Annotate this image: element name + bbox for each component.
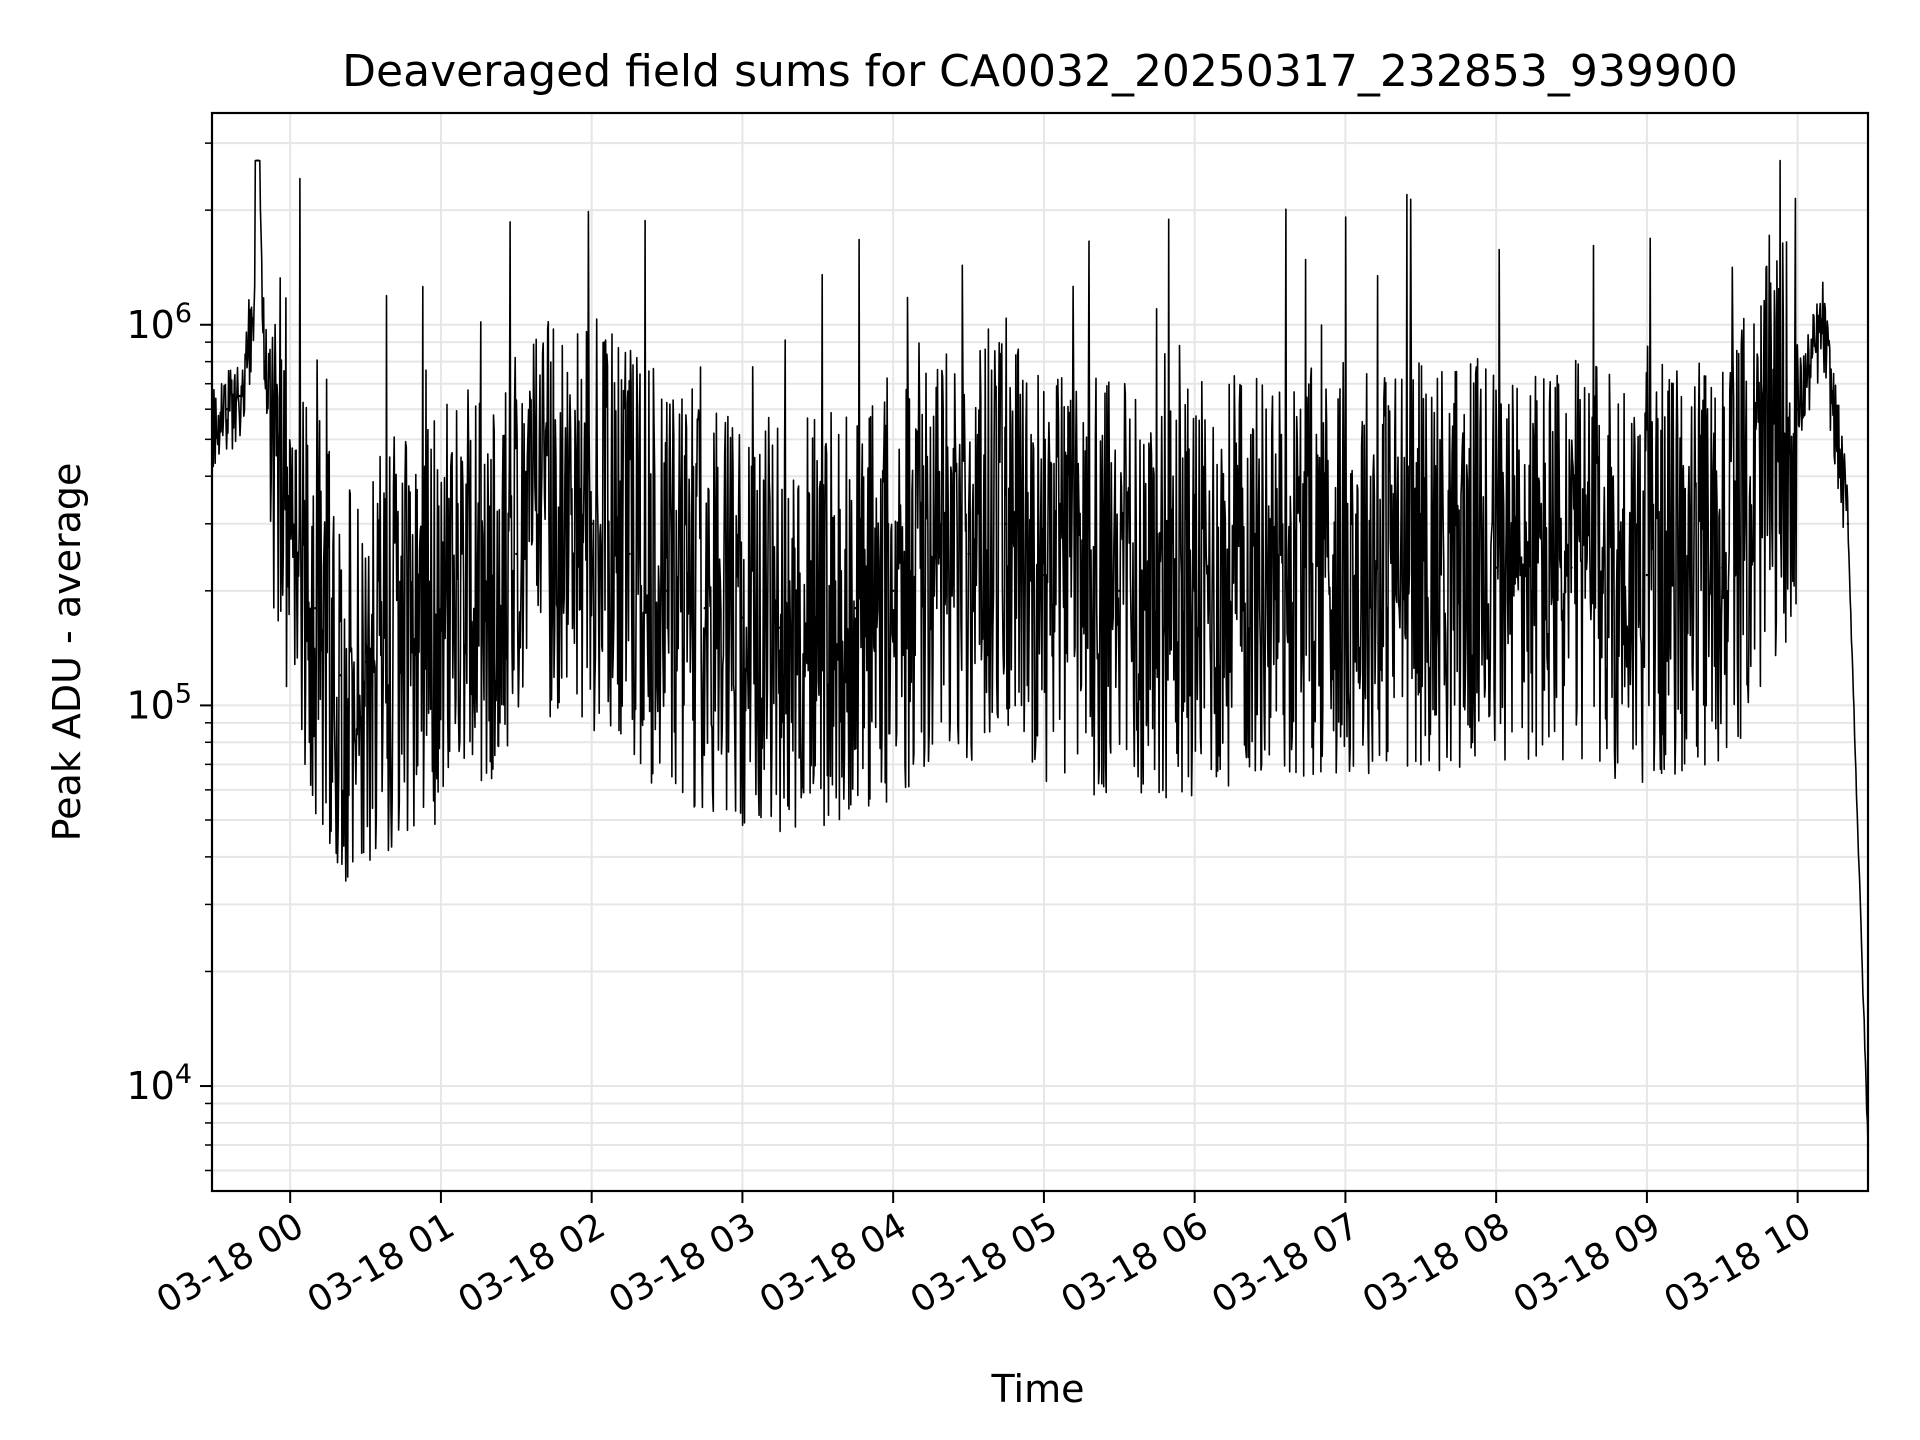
- plot-frame: [210, 111, 1870, 1193]
- data-point: [439, 616, 443, 619]
- y-axis-label: Peak ADU - average: [45, 463, 89, 842]
- data-point: [1796, 408, 1799, 411]
- data-point: [1495, 566, 1498, 569]
- data-point: [552, 522, 556, 525]
- data-point: [665, 589, 669, 592]
- data-point: [1005, 522, 1008, 525]
- data-point: [1821, 323, 1825, 326]
- data-point: [703, 607, 706, 610]
- data-point: [364, 660, 367, 664]
- data-point: [1344, 566, 1347, 569]
- data-point: [628, 552, 631, 556]
- data-point: [477, 589, 480, 592]
- data-point: [1268, 573, 1272, 577]
- data-point: [226, 408, 229, 411]
- data-point: [238, 394, 242, 398]
- data-point: [289, 497, 292, 500]
- data-point: [590, 522, 593, 525]
- data-point: [251, 323, 254, 326]
- data-point: [1193, 589, 1196, 592]
- x-axis-label: Time: [991, 1367, 1085, 1411]
- data-point: [515, 552, 518, 556]
- y-tick-label: 104: [126, 1059, 192, 1108]
- data-point: [314, 607, 317, 610]
- data-point: [339, 674, 342, 677]
- data-point: [816, 616, 819, 619]
- data-point: [263, 360, 267, 363]
- data-point: [1846, 522, 1850, 525]
- data-point: [854, 607, 857, 610]
- data-point: [778, 626, 782, 629]
- data-series: [211, 159, 1870, 1147]
- data-point: [929, 566, 933, 569]
- data-point: [1645, 573, 1649, 577]
- data-point: [1419, 559, 1423, 562]
- data-point: [402, 637, 405, 640]
- data-point: [1570, 566, 1573, 569]
- data-point: [1721, 566, 1724, 569]
- data-point: [276, 438, 279, 441]
- grid-lines: [212, 113, 1868, 1191]
- y-tick-label: 105: [126, 678, 192, 727]
- y-tick-label: 106: [126, 298, 192, 347]
- data-point: [741, 616, 744, 619]
- data-point: [256, 159, 259, 162]
- data-point: [892, 589, 895, 592]
- chart-title: Deaveraged field sums for CA0032_2025031…: [342, 46, 1738, 97]
- data-point: [1118, 589, 1121, 592]
- data-point: [1042, 573, 1046, 577]
- series-line: [211, 159, 1869, 1146]
- data-point: [967, 552, 970, 556]
